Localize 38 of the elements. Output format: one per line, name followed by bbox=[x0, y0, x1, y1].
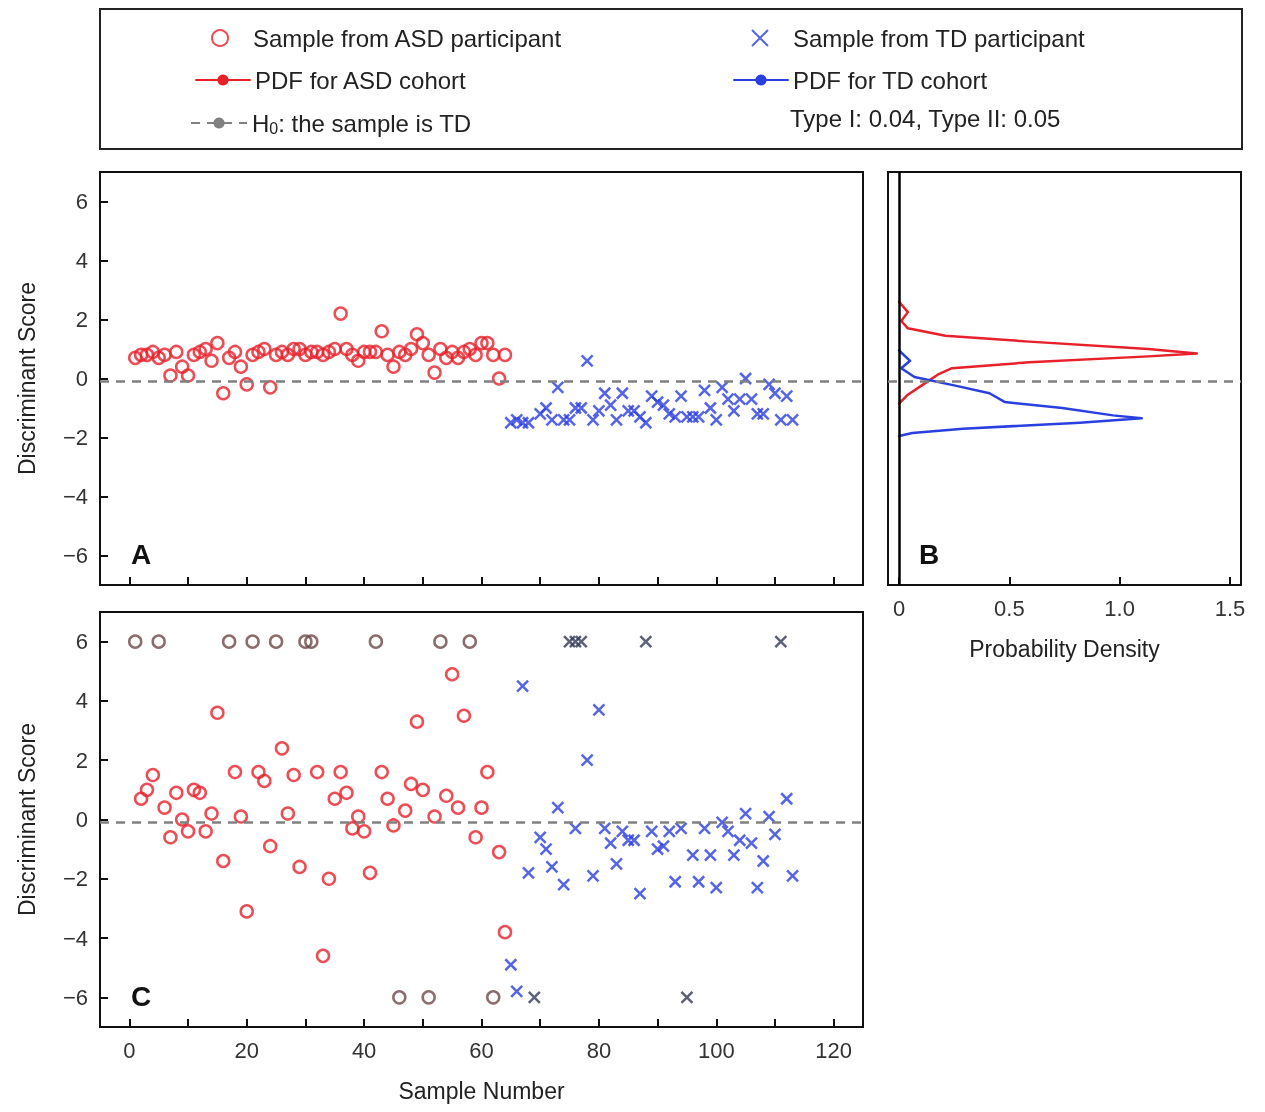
x-tick-label: 60 bbox=[469, 1037, 494, 1063]
text: C bbox=[131, 980, 152, 1012]
legend-label: H0: the sample is TD bbox=[252, 109, 472, 137]
y-tick-label: 6 bbox=[75, 629, 88, 655]
x-tick-label: 1.5 bbox=[1214, 595, 1246, 621]
y-tick-label: −6 bbox=[62, 543, 88, 568]
y-tick-label: −4 bbox=[62, 484, 88, 509]
x-axis-title: Probability Density bbox=[969, 635, 1161, 662]
x-tick-label: 0.5 bbox=[994, 595, 1025, 621]
x-tick-label: 20 bbox=[234, 1037, 259, 1063]
y-tick-label: 6 bbox=[75, 189, 88, 214]
x-tick-label: 0 bbox=[892, 595, 906, 621]
y-tick-label: 4 bbox=[75, 688, 88, 714]
y-tick-label: 2 bbox=[75, 307, 88, 332]
x-axis-title: Sample Number bbox=[398, 1077, 565, 1104]
x-tick-label: 40 bbox=[351, 1037, 377, 1063]
x-tick-label: 100 bbox=[697, 1037, 735, 1063]
x-tick-label: 80 bbox=[586, 1037, 612, 1063]
legend-label: PDF for ASD cohort bbox=[255, 66, 467, 94]
legend-label: PDF for TD cohort bbox=[793, 66, 988, 94]
y-tick-label: −4 bbox=[62, 925, 88, 951]
x-tick-label: 0 bbox=[123, 1037, 136, 1063]
y-tick-label: 2 bbox=[75, 747, 88, 773]
x-tick-label: 120 bbox=[815, 1037, 853, 1063]
x-tick-label: 1.0 bbox=[1104, 595, 1135, 621]
text: A bbox=[131, 538, 152, 570]
y-tick-label: 4 bbox=[75, 248, 88, 273]
y-tick-label: −2 bbox=[62, 866, 88, 892]
y-axis-title: Discriminant Score bbox=[13, 282, 40, 475]
y-tick-label: 0 bbox=[75, 807, 88, 832]
legend-label: Sample from ASD participant bbox=[253, 24, 562, 52]
text: Type I: 0.04, Type II: 0.05 bbox=[790, 104, 1061, 132]
y-tick-label: 0 bbox=[75, 366, 88, 391]
y-axis-title: Discriminant Score bbox=[13, 723, 40, 916]
y-tick-label: −6 bbox=[62, 984, 88, 1010]
legend-label: Sample from TD participant bbox=[793, 24, 1085, 52]
y-tick-label: −2 bbox=[62, 425, 88, 450]
text: B bbox=[919, 538, 940, 570]
